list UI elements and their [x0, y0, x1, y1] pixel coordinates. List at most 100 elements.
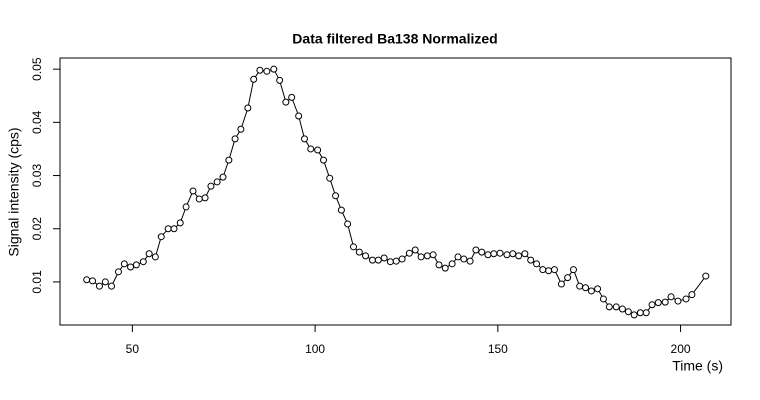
data-point — [300, 135, 308, 143]
data-point — [472, 246, 480, 254]
data-point — [496, 249, 504, 257]
data-point — [151, 253, 159, 261]
y-tick-label: 0.02 — [30, 217, 44, 241]
data-point — [594, 285, 602, 293]
data-point — [282, 98, 290, 106]
data-point — [349, 243, 357, 251]
plot-box — [59, 57, 732, 326]
data-point — [533, 260, 541, 268]
data-point — [576, 282, 584, 290]
data-point — [237, 125, 245, 133]
y-tick-label: 0.05 — [30, 57, 44, 81]
data-point — [189, 187, 197, 195]
data-point — [624, 308, 632, 316]
data-point — [515, 252, 523, 260]
data-point — [250, 75, 258, 83]
x-tick-label: 50 — [126, 342, 140, 356]
data-point — [392, 257, 400, 265]
data-point — [170, 225, 178, 233]
data-point — [225, 156, 233, 164]
data-point — [429, 251, 437, 259]
data-point — [332, 192, 340, 200]
data-point — [618, 305, 626, 313]
data-point — [674, 297, 682, 305]
data-point — [490, 250, 498, 258]
data-point — [612, 303, 620, 311]
data-point — [667, 293, 675, 301]
data-point — [244, 104, 252, 112]
data-point — [132, 261, 140, 269]
data-point — [120, 260, 128, 268]
x-tick-label: 200 — [671, 342, 691, 356]
data-point — [630, 311, 638, 319]
data-point — [688, 291, 696, 299]
data-point — [642, 309, 650, 317]
data-point — [550, 266, 558, 274]
data-point — [164, 225, 172, 233]
data-point — [219, 173, 227, 181]
data-point — [231, 135, 239, 143]
data-point — [307, 145, 315, 153]
data-point — [157, 233, 165, 241]
data-point — [288, 93, 296, 101]
data-point — [509, 250, 517, 258]
data-point — [648, 301, 656, 309]
data-point — [454, 253, 462, 261]
data-point — [478, 248, 486, 256]
data-point — [139, 258, 147, 266]
data-point — [182, 203, 190, 211]
data-point — [207, 182, 215, 190]
data-point — [441, 264, 449, 272]
y-tick-label: 0.04 — [30, 110, 44, 134]
data-point — [605, 303, 613, 311]
x-axis-label: Time (s) — [672, 358, 723, 374]
data-point — [405, 249, 413, 257]
data-point — [417, 253, 425, 261]
data-point — [114, 268, 122, 276]
y-axis-label: Signal intensity (cps) — [6, 127, 22, 256]
data-point — [411, 246, 419, 254]
data-point — [466, 257, 474, 265]
data-point — [213, 178, 221, 186]
data-point — [564, 274, 572, 282]
data-point — [176, 219, 184, 227]
data-point — [263, 67, 271, 75]
chart-title: Data filtered Ba138 Normalized — [292, 31, 497, 47]
data-point — [362, 252, 370, 260]
data-point — [386, 258, 394, 266]
data-point — [423, 252, 431, 260]
data-point — [380, 254, 388, 262]
data-point — [374, 256, 382, 264]
data-point — [569, 266, 577, 274]
data-point — [127, 263, 135, 271]
data-point — [448, 260, 456, 268]
data-point — [337, 206, 345, 214]
y-tick-label: 0.03 — [30, 164, 44, 188]
data-point — [256, 66, 264, 74]
x-tick-label: 100 — [305, 342, 325, 356]
data-point — [521, 250, 529, 258]
x-tick-label: 150 — [488, 342, 508, 356]
data-point — [599, 295, 607, 303]
data-point — [295, 112, 303, 120]
series-line — [86, 68, 707, 316]
data-point — [108, 282, 116, 290]
data-point — [320, 156, 328, 164]
data-point — [682, 295, 690, 303]
data-point — [527, 256, 535, 264]
data-point — [545, 267, 553, 275]
data-point — [539, 266, 547, 274]
data-point — [201, 194, 209, 202]
data-point — [270, 65, 278, 73]
data-point — [654, 299, 662, 307]
data-point — [145, 250, 153, 258]
data-point — [344, 220, 352, 228]
data-point — [557, 280, 565, 288]
data-point — [702, 272, 710, 280]
data-point — [661, 298, 669, 306]
data-point — [368, 256, 376, 264]
data-point — [314, 146, 322, 154]
data-point — [503, 251, 511, 259]
data-point — [398, 255, 406, 263]
